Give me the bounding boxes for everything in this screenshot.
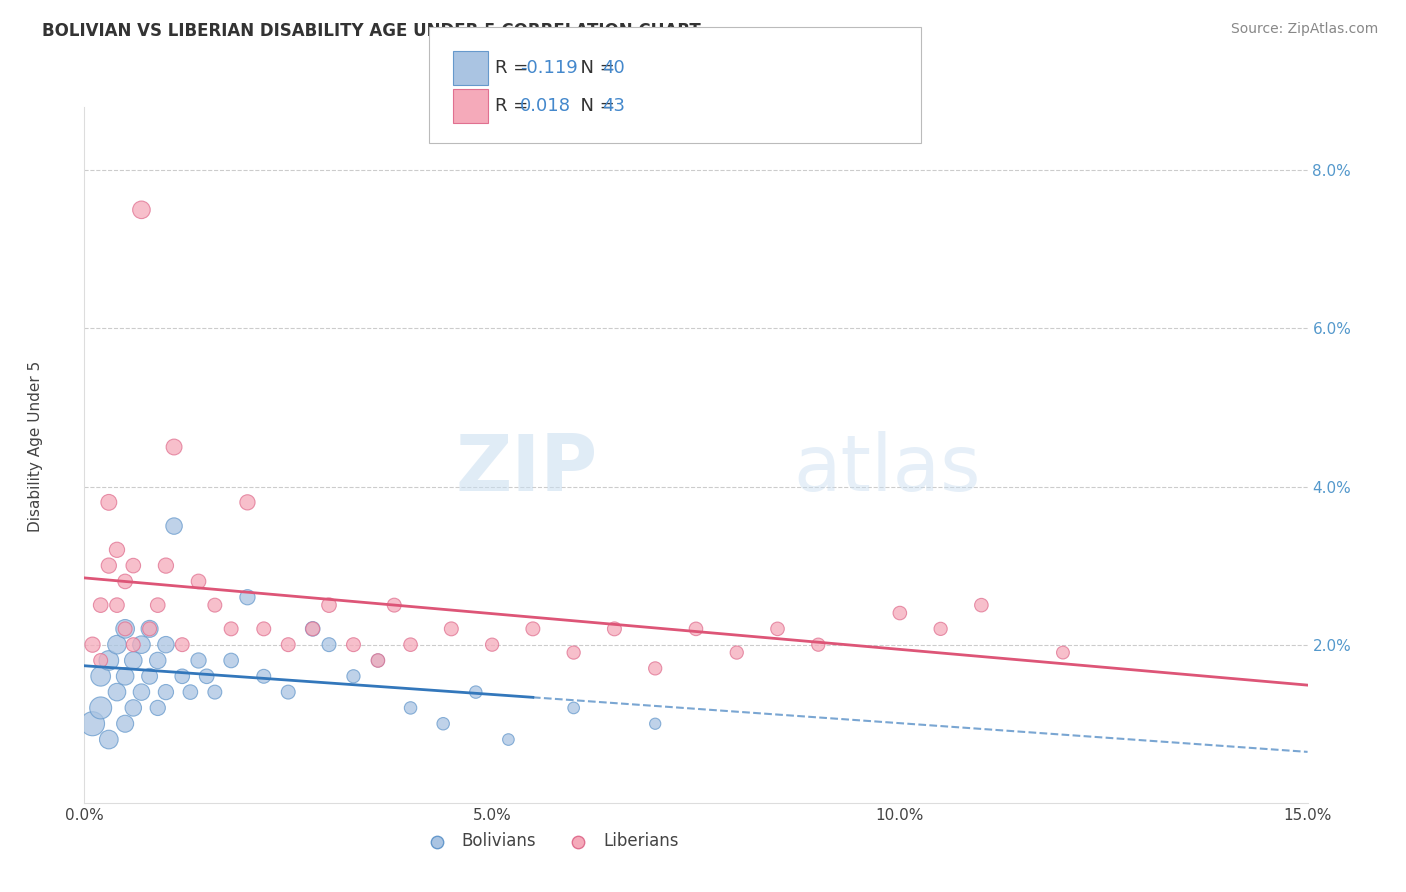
Text: 40: 40 [602, 59, 624, 77]
Point [301, 622, 323, 636]
Point [970, 598, 993, 612]
Point [195, 669, 218, 683]
Point [122, 638, 145, 652]
Point [318, 598, 340, 612]
Point [155, 685, 177, 699]
Point [481, 638, 503, 652]
Point [603, 622, 626, 636]
Point [522, 622, 544, 636]
Text: R =: R = [495, 97, 534, 115]
Point [318, 638, 340, 652]
Point [146, 598, 169, 612]
Point [301, 622, 323, 636]
Point [146, 701, 169, 715]
Point [464, 685, 486, 699]
Point [399, 701, 422, 715]
Point [725, 646, 748, 660]
Point [277, 638, 299, 652]
Point [172, 638, 194, 652]
Legend: Bolivians, Liberians: Bolivians, Liberians [413, 826, 685, 857]
Point [644, 716, 666, 731]
Point [367, 653, 389, 667]
Text: Disability Age Under 5: Disability Age Under 5 [28, 360, 42, 532]
Text: -0.119: -0.119 [520, 59, 578, 77]
Point [122, 653, 145, 667]
Point [90, 701, 112, 715]
Point [253, 622, 276, 636]
Point [163, 519, 186, 533]
Point [82, 638, 104, 652]
Point [114, 574, 136, 589]
Point [146, 653, 169, 667]
Point [342, 669, 364, 683]
Text: ZIP: ZIP [456, 431, 598, 507]
Point [498, 732, 520, 747]
Point [432, 716, 454, 731]
Point [122, 558, 145, 573]
Point [562, 701, 585, 715]
Point [82, 716, 104, 731]
Point [236, 495, 259, 509]
Point [90, 598, 112, 612]
Point [562, 646, 585, 660]
Point [131, 202, 153, 217]
Point [382, 598, 405, 612]
Point [187, 574, 209, 589]
Point [685, 622, 707, 636]
Point [1052, 646, 1074, 660]
Point [131, 685, 153, 699]
Point [219, 622, 242, 636]
Point [105, 542, 128, 557]
Point [114, 622, 136, 636]
Point [367, 653, 389, 667]
Point [114, 716, 136, 731]
Text: 43: 43 [602, 97, 624, 115]
Text: 0.018: 0.018 [520, 97, 571, 115]
Point [172, 669, 194, 683]
Text: atlas: atlas [794, 431, 981, 507]
Point [929, 622, 952, 636]
Point [766, 622, 789, 636]
Point [187, 653, 209, 667]
Point [155, 558, 177, 573]
Text: Source: ZipAtlas.com: Source: ZipAtlas.com [1230, 22, 1378, 37]
Point [440, 622, 463, 636]
Text: R =: R = [495, 59, 534, 77]
Point [138, 622, 160, 636]
Text: BOLIVIAN VS LIBERIAN DISABILITY AGE UNDER 5 CORRELATION CHART: BOLIVIAN VS LIBERIAN DISABILITY AGE UNDE… [42, 22, 702, 40]
Point [105, 685, 128, 699]
Point [97, 558, 120, 573]
Point [236, 591, 259, 605]
Point [90, 653, 112, 667]
Point [889, 606, 911, 620]
Text: N =: N = [569, 59, 621, 77]
Point [277, 685, 299, 699]
Text: N =: N = [569, 97, 621, 115]
Point [122, 701, 145, 715]
Point [253, 669, 276, 683]
Point [807, 638, 830, 652]
Point [114, 622, 136, 636]
Point [342, 638, 364, 652]
Point [138, 622, 160, 636]
Point [155, 638, 177, 652]
Point [179, 685, 201, 699]
Point [114, 669, 136, 683]
Point [105, 598, 128, 612]
Point [97, 732, 120, 747]
Point [204, 685, 226, 699]
Point [219, 653, 242, 667]
Point [97, 495, 120, 509]
Point [138, 669, 160, 683]
Point [644, 661, 666, 675]
Point [90, 669, 112, 683]
Point [204, 598, 226, 612]
Point [399, 638, 422, 652]
Point [97, 653, 120, 667]
Point [163, 440, 186, 454]
Point [105, 638, 128, 652]
Point [131, 638, 153, 652]
